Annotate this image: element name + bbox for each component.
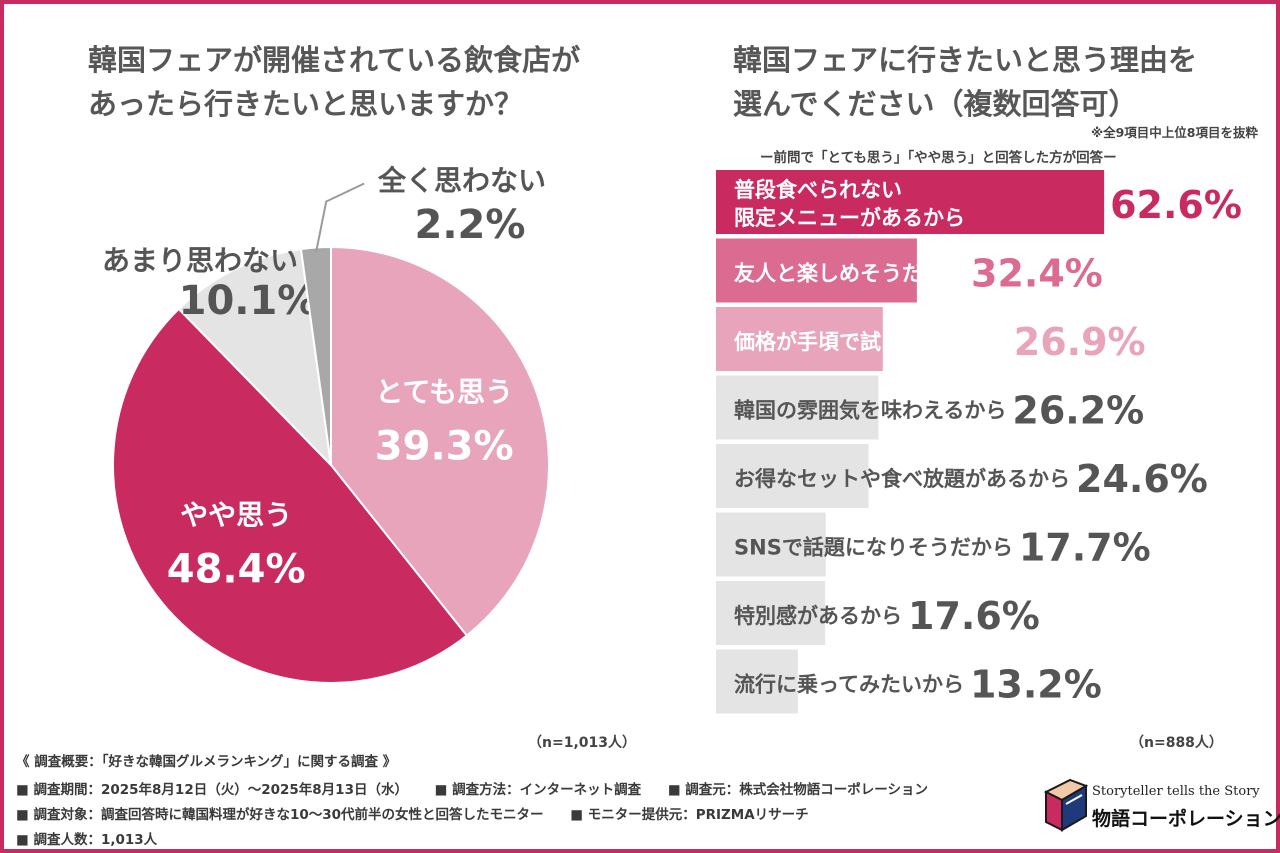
logo-company-name: 物語コーポレーション xyxy=(1092,808,1280,830)
pie-slice-1 xyxy=(330,245,550,637)
logo-tagline: Storyteller tells the Story xyxy=(1092,784,1260,799)
pie-slice-label-2: やや思う xyxy=(180,499,292,532)
pie-slice-3 xyxy=(177,247,333,468)
pie-slice-label-4: 全く思わない xyxy=(377,164,546,197)
bar-label-2: 友人と楽しめそうだから xyxy=(734,262,965,286)
pie-slice-value-1: 39.3% xyxy=(375,423,514,469)
pie-leader-line xyxy=(315,182,365,252)
bar-sample-size: （n=888人） xyxy=(1130,735,1223,751)
bar-6 xyxy=(716,512,826,577)
survey-source: ■ 調査元：株式会社物語コーポレーション xyxy=(667,782,929,798)
bar-label-7: 特別感があるから xyxy=(734,604,902,628)
pie-slice-value-4: 2.2% xyxy=(415,202,526,248)
book-icon xyxy=(1043,778,1089,832)
pie-sample-size: （n=1,013人） xyxy=(528,735,636,751)
survey-method: ■ 調査方法：インターネット調査 xyxy=(434,782,642,798)
survey-monitor-provider: ■ モニター提供元：PRIZMAリサーチ xyxy=(570,807,809,823)
company-logo: Storyteller tells the Story 物語コーポレーション xyxy=(1040,770,1280,840)
survey-overview-heading: 《 調査概要：「好きな韓国グルメランキング」に関する調査 》 xyxy=(16,754,397,770)
bar-value-7: 17.6% xyxy=(908,594,1040,638)
pie-slice-4 xyxy=(299,245,332,466)
bar-2 xyxy=(716,238,917,303)
bar-label-1: 普段食べられない限定メニューがあるから xyxy=(734,178,965,230)
bar-label-3: 価格が手頃で試しやすいから xyxy=(733,330,1007,354)
pie-slice-label-3: あまり思わない xyxy=(102,244,298,277)
bar-chart-title: 韓国フェアに行きたいと思う理由を 選んでください（複数回答可） xyxy=(733,43,1198,121)
bar-value-5: 24.6% xyxy=(1076,457,1208,501)
bar-3 xyxy=(716,307,883,371)
bar-value-2: 32.4% xyxy=(971,252,1103,296)
bar-4 xyxy=(716,375,879,440)
survey-details-row-2: ■ 調査対象：調査回答時に韓国料理が好きな10～30代前半の女性と回答したモニタ… xyxy=(16,803,831,823)
bar-7 xyxy=(716,581,826,645)
bar-label-8: 流行に乗ってみたいから xyxy=(734,673,964,697)
bar-label-4: 韓国の雰囲気を味わえるから xyxy=(734,399,1006,423)
bar-8 xyxy=(716,649,798,714)
pie-chart-title: 韓国フェアが開催されている飲食店が あったら行きたいと思いますか？ xyxy=(88,43,581,121)
bar-chart-note: ※全9項目中上位8項目を抜粋 xyxy=(1090,125,1258,140)
survey-count: ■ 調査人数：1,013人 xyxy=(16,832,158,848)
survey-details-row-1: ■ 調査期間：2025年8月12日（火）～2025年8月13日（水） ■ 調査方… xyxy=(16,778,950,798)
pie-slice-value-2: 48.4% xyxy=(167,547,306,593)
bar-label-5: お得なセットや食べ放題があるから xyxy=(734,467,1070,491)
bar-1 xyxy=(716,170,1105,234)
bar-label-6: SNSで話題になりそうだから xyxy=(734,536,1013,560)
bar-value-1: 62.6% xyxy=(1110,183,1242,227)
pie-slice-label-1: とても思う xyxy=(375,375,513,408)
bar-5 xyxy=(716,444,869,508)
bar-value-6: 17.7% xyxy=(1019,526,1151,570)
bar-value-4: 26.2% xyxy=(1012,389,1144,433)
bar-value-3: 26.9% xyxy=(1014,320,1146,364)
bar-chart: 普段食べられない限定メニューがあるから 62.6% 友人と楽しめそうだから 32.4%… xyxy=(716,170,1242,714)
survey-target: ■ 調査対象：調査回答時に韓国料理が好きな10～30代前半の女性と回答したモニタ… xyxy=(16,807,544,823)
pie-slice-2 xyxy=(112,307,469,684)
bar-value-8: 13.2% xyxy=(970,663,1102,707)
survey-period: ■ 調査期間：2025年8月12日（火）～2025年8月13日（水） xyxy=(16,782,408,798)
pie-slice-value-3: 10.1% xyxy=(179,278,318,324)
bar-chart-subtitle: ー前問で「とても思う」「やや思う」と回答した方が回答ー xyxy=(760,150,1117,166)
